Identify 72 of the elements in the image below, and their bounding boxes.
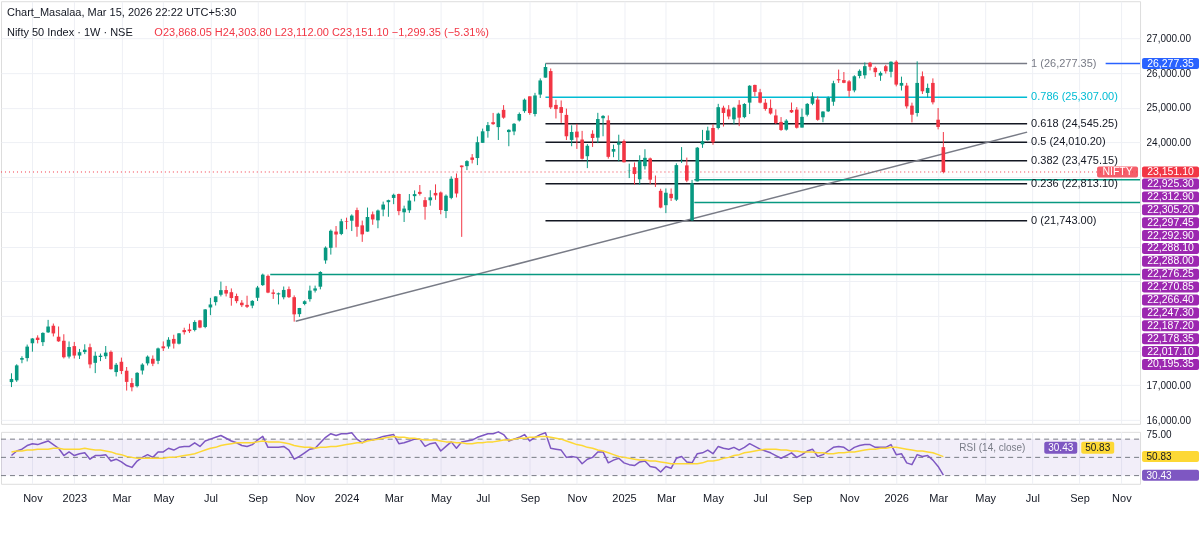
x-tick-label: Mar <box>929 492 949 505</box>
series-label: 1 (26,277.35) <box>1031 56 1097 69</box>
x-tick-label: 2024 <box>334 492 360 505</box>
x-tick-label: May <box>153 492 175 505</box>
series-label: 0.236 (22,813.10) <box>1031 176 1118 189</box>
series-label: 0 (21,743.00) <box>1031 213 1097 226</box>
text: O23,868.05 H24,303.80 L23,112.00 C23,151.10 −1,299.35 (−5.31%) <box>154 26 489 39</box>
candlestick <box>428 189 433 207</box>
text: 22,266.40 <box>1147 293 1195 305</box>
y-tick-label: 17,000.00 <box>1146 379 1192 391</box>
x-tick-label: Mar <box>112 492 132 505</box>
annotation: NIFTY <box>1102 166 1133 177</box>
text: 22,276.25 <box>1147 268 1195 280</box>
candlestick <box>726 104 731 120</box>
x-tick-label: Nov <box>839 492 860 505</box>
y-tick-label: 50.83 <box>1146 451 1172 463</box>
candlestick <box>470 153 474 164</box>
y-tick-label: 30.43 <box>1146 469 1172 481</box>
y-tick-label: 24,000.00 <box>1146 137 1192 149</box>
x-tick-label: Jul <box>476 492 491 505</box>
text: 22,297.45 <box>1147 216 1195 228</box>
x-tick-label: May <box>703 492 725 505</box>
text: 22,017.10 <box>1147 345 1195 357</box>
y-tick-label: 25,000.00 <box>1146 102 1192 114</box>
annotation: 30.43 <box>1048 441 1074 453</box>
annotation: 50.83 <box>1085 441 1111 453</box>
y-tick-label: 16,000.00 <box>1146 414 1192 426</box>
candlestick <box>616 134 621 162</box>
y-tick-label: 27,000.00 <box>1146 32 1192 44</box>
x-tick-label: Nov <box>23 492 44 505</box>
x-tick-label: Nov <box>295 492 316 505</box>
x-tick-label: Sep <box>520 492 541 505</box>
x-tick-label: Nov <box>1112 492 1133 505</box>
text: 22,925.30 <box>1147 177 1195 189</box>
series-label: 0.382 (23,475.15) <box>1031 153 1118 166</box>
x-tick-label: Sep <box>792 492 813 505</box>
text: 20,195.35 <box>1147 358 1195 370</box>
series-label: 0.5 (24,010.20) <box>1031 135 1106 148</box>
text: 22,178.35 <box>1147 332 1195 344</box>
series-label: 0.786 (25,307.00) <box>1031 90 1118 103</box>
x-tick-label: Jul <box>203 492 218 505</box>
text: 22,247.30 <box>1147 306 1195 318</box>
ref-line-label: 23,151.10 <box>1147 166 1195 177</box>
x-tick-label: Sep <box>1070 492 1090 505</box>
x-tick-label: Nov <box>567 492 588 505</box>
line-series <box>10 435 945 465</box>
text: 22,288.10 <box>1147 242 1195 254</box>
text: 22,288.00 <box>1147 255 1195 267</box>
text: 22,305.20 <box>1147 203 1195 215</box>
y-tick-label: 26,000.00 <box>1146 67 1192 79</box>
x-tick-label: Jul <box>753 492 768 505</box>
series-label: 0.618 (24,545.25) <box>1031 116 1118 129</box>
x-tick-label: Sep <box>248 492 268 505</box>
text: 22,312.90 <box>1147 190 1195 202</box>
x-tick-label: May <box>975 492 997 505</box>
text: 22,270.85 <box>1147 281 1195 293</box>
x-tick-label: Jul <box>1025 492 1040 505</box>
text: RSI (14, close) <box>959 441 1026 453</box>
x-tick-label: May <box>430 492 453 505</box>
text: 22,187.20 <box>1147 319 1195 331</box>
x-tick-label: 2026 <box>884 492 909 505</box>
text: Nifty 50 Index · 1W · NSE <box>6 26 133 39</box>
line-series <box>10 431 945 476</box>
x-tick-label: Mar <box>656 492 677 505</box>
y-tick-label: 75.00 <box>1146 429 1172 441</box>
x-tick-label: 2023 <box>62 492 88 505</box>
text: 22,292.90 <box>1147 229 1195 241</box>
annotation: Chart_Masalaa, Mar 15, 2026 22:22 UTC+5:30 <box>6 6 237 19</box>
x-tick-label: 2025 <box>612 492 637 505</box>
candlestick <box>344 217 349 230</box>
data-label: 26,277.35 <box>1147 57 1195 69</box>
x-tick-label: Mar <box>384 492 404 505</box>
